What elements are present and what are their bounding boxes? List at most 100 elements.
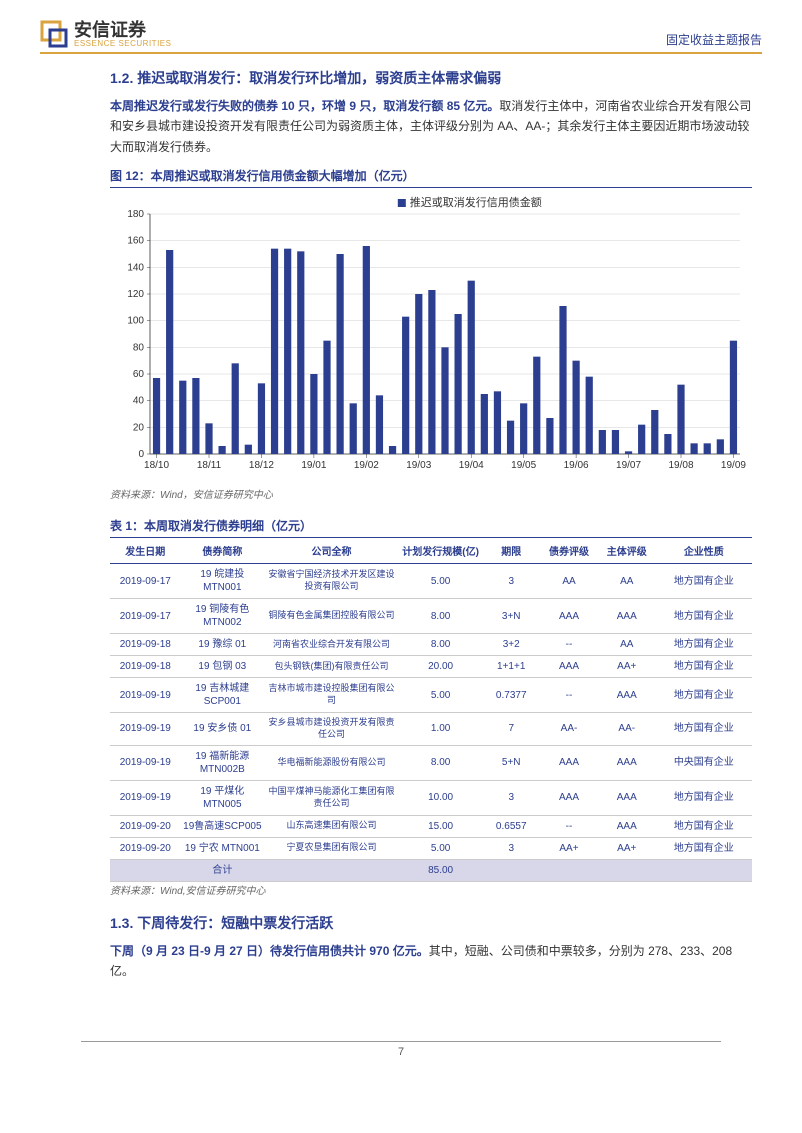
table-cell: AA: [598, 634, 656, 656]
svg-text:0: 0: [138, 449, 144, 460]
table-row: 2019-09-1919 福新能源MTN002B华电福新能源股份有限公司8.00…: [110, 745, 752, 780]
table-cell: 19 包钢 03: [181, 656, 264, 678]
table-header-cell: 债券简称: [181, 538, 264, 564]
logo-text-en: ESSENCE SECURITIES: [74, 39, 171, 48]
table-header-cell: 主体评级: [598, 538, 656, 564]
table-row: 2019-09-1719 皖建投MTN001安徽省宁国经济技术开发区建设投资有限…: [110, 564, 752, 599]
table-cell: 地方国有企业: [656, 837, 752, 859]
table-cell: 19 福新能源MTN002B: [181, 745, 264, 780]
table-row: 2019-09-1719 铜陵有色MTN002铜陵有色金属集团控股有限公司8.0…: [110, 599, 752, 634]
table-cell: 2019-09-18: [110, 656, 181, 678]
svg-text:19/04: 19/04: [459, 460, 484, 471]
svg-text:19/07: 19/07: [616, 460, 641, 471]
table-cell: 3: [482, 564, 540, 599]
logo: 安信证券 ESSENCE SECURITIES: [40, 20, 171, 48]
table-cell: AA+: [598, 837, 656, 859]
table-cell: AAA: [598, 599, 656, 634]
table-cell: [264, 859, 399, 881]
table-cell: 2019-09-19: [110, 745, 181, 780]
svg-text:100: 100: [127, 316, 144, 327]
table-cell: 5.00: [399, 564, 482, 599]
table-cell: 吉林市城市建设控股集团有限公司: [264, 678, 399, 713]
table-cell: 地方国有企业: [656, 815, 752, 837]
table-cell: [540, 859, 598, 881]
table-cell: 3: [482, 837, 540, 859]
page-footer: 7: [81, 1041, 721, 1058]
table-cell: 合计: [181, 859, 264, 881]
table-header-cell: 发生日期: [110, 538, 181, 564]
table-cell: AA+: [598, 656, 656, 678]
table-cell: 宁夏农垦集团有限公司: [264, 837, 399, 859]
table-cell: [598, 859, 656, 881]
table-cell: 19 安乡债 01: [181, 713, 264, 745]
svg-text:40: 40: [133, 396, 145, 407]
table-cell: 15.00: [399, 815, 482, 837]
table-cell: AAA: [540, 745, 598, 780]
table-row: 2019-09-1919 安乡债 01安乡县城市建设投资开发有限责任公司1.00…: [110, 713, 752, 745]
table-cell: 19 吉林城建SCP001: [181, 678, 264, 713]
table-cell: 0.7377: [482, 678, 540, 713]
table-cell: 河南省农业综合开发有限公司: [264, 634, 399, 656]
figure-12-title: 图 12：本周推迟或取消发行信用债金额大幅增加（亿元）: [110, 167, 752, 188]
table-cell: AAA: [540, 599, 598, 634]
section-1-2-paragraph: 本周推迟发行或发行失败的债券 10 只，环增 9 只，取消发行额 85 亿元。取…: [110, 96, 752, 157]
table-cell: 中国平煤神马能源化工集团有限责任公司: [264, 780, 399, 815]
table-cell: 2019-09-20: [110, 815, 181, 837]
table-cell: 地方国有企业: [656, 713, 752, 745]
table-cell: AA: [540, 564, 598, 599]
table-cell: 19 铜陵有色MTN002: [181, 599, 264, 634]
svg-text:18/12: 18/12: [249, 460, 274, 471]
svg-text:120: 120: [127, 289, 144, 300]
svg-text:19/01: 19/01: [301, 460, 326, 471]
svg-text:180: 180: [127, 209, 144, 220]
table-row: 2019-09-1919 吉林城建SCP001吉林市城市建设控股集团有限公司5.…: [110, 678, 752, 713]
table-cell: 2019-09-19: [110, 780, 181, 815]
svg-text:160: 160: [127, 236, 144, 247]
table-cell: AA-: [540, 713, 598, 745]
svg-text:推迟或取消发行信用债金额: 推迟或取消发行信用债金额: [410, 195, 542, 209]
table-row: 2019-09-1819 包钢 03包头钢铁(集团)有限责任公司20.001+1…: [110, 656, 752, 678]
svg-text:18/10: 18/10: [144, 460, 169, 471]
table-cell: AAA: [598, 678, 656, 713]
table-cell: 包头钢铁(集团)有限责任公司: [264, 656, 399, 678]
table-cell: 2019-09-17: [110, 564, 181, 599]
table-cell: 2019-09-19: [110, 713, 181, 745]
table-cell: AAA: [598, 745, 656, 780]
table-cell: 8.00: [399, 599, 482, 634]
table-cell: 10.00: [399, 780, 482, 815]
svg-text:20: 20: [133, 423, 145, 434]
section-1-3-paragraph: 下周（9 月 23 日-9 月 27 日）待发行信用债共计 970 亿元。其中，…: [110, 941, 752, 982]
table-cell: 2019-09-18: [110, 634, 181, 656]
table-cell: 铜陵有色金属集团控股有限公司: [264, 599, 399, 634]
p1-bold: 本周推迟发行或发行失败的债券 10 只，环增 9 只，取消发行额 85 亿元。: [110, 99, 499, 113]
table-cell: 3: [482, 780, 540, 815]
svg-text:19/05: 19/05: [511, 460, 536, 471]
table-cell: 地方国有企业: [656, 564, 752, 599]
svg-text:18/11: 18/11: [197, 460, 222, 471]
page-header: 安信证券 ESSENCE SECURITIES 固定收益主题报告: [40, 20, 762, 54]
svg-text:19/06: 19/06: [564, 460, 589, 471]
figure-12-chart: 02040608010012014016018018/1018/1118/121…: [110, 194, 752, 484]
table-cell: 华电福新能源股份有限公司: [264, 745, 399, 780]
table-1: 发生日期债券简称公司全称计划发行规模(亿)期限债券评级主体评级企业性质 2019…: [110, 538, 752, 881]
table-row: 2019-09-1919 平煤化MTN005中国平煤神马能源化工集团有限责任公司…: [110, 780, 752, 815]
table-cell: 5.00: [399, 837, 482, 859]
table-cell: 19 豫综 01: [181, 634, 264, 656]
table-header-cell: 计划发行规模(亿): [399, 538, 482, 564]
table-cell: 2019-09-20: [110, 837, 181, 859]
table-cell: 0.6557: [482, 815, 540, 837]
table-1-title: 表 1：本周取消发行债券明细（亿元）: [110, 517, 752, 538]
table-1-source: 资料来源：Wind,安信证券研究中心: [110, 882, 752, 897]
table-header-cell: 期限: [482, 538, 540, 564]
table-cell: 19鲁高速SCP005: [181, 815, 264, 837]
table-cell: 19 平煤化MTN005: [181, 780, 264, 815]
table-cell: AA+: [540, 837, 598, 859]
table-cell: 8.00: [399, 634, 482, 656]
page-number: 7: [398, 1046, 404, 1058]
table-cell: 山东高速集团有限公司: [264, 815, 399, 837]
table-cell: 1+1+1: [482, 656, 540, 678]
table-cell: 19 宁农 MTN001: [181, 837, 264, 859]
table-cell: 5.00: [399, 678, 482, 713]
table-cell: 3+2: [482, 634, 540, 656]
table-cell: --: [540, 815, 598, 837]
